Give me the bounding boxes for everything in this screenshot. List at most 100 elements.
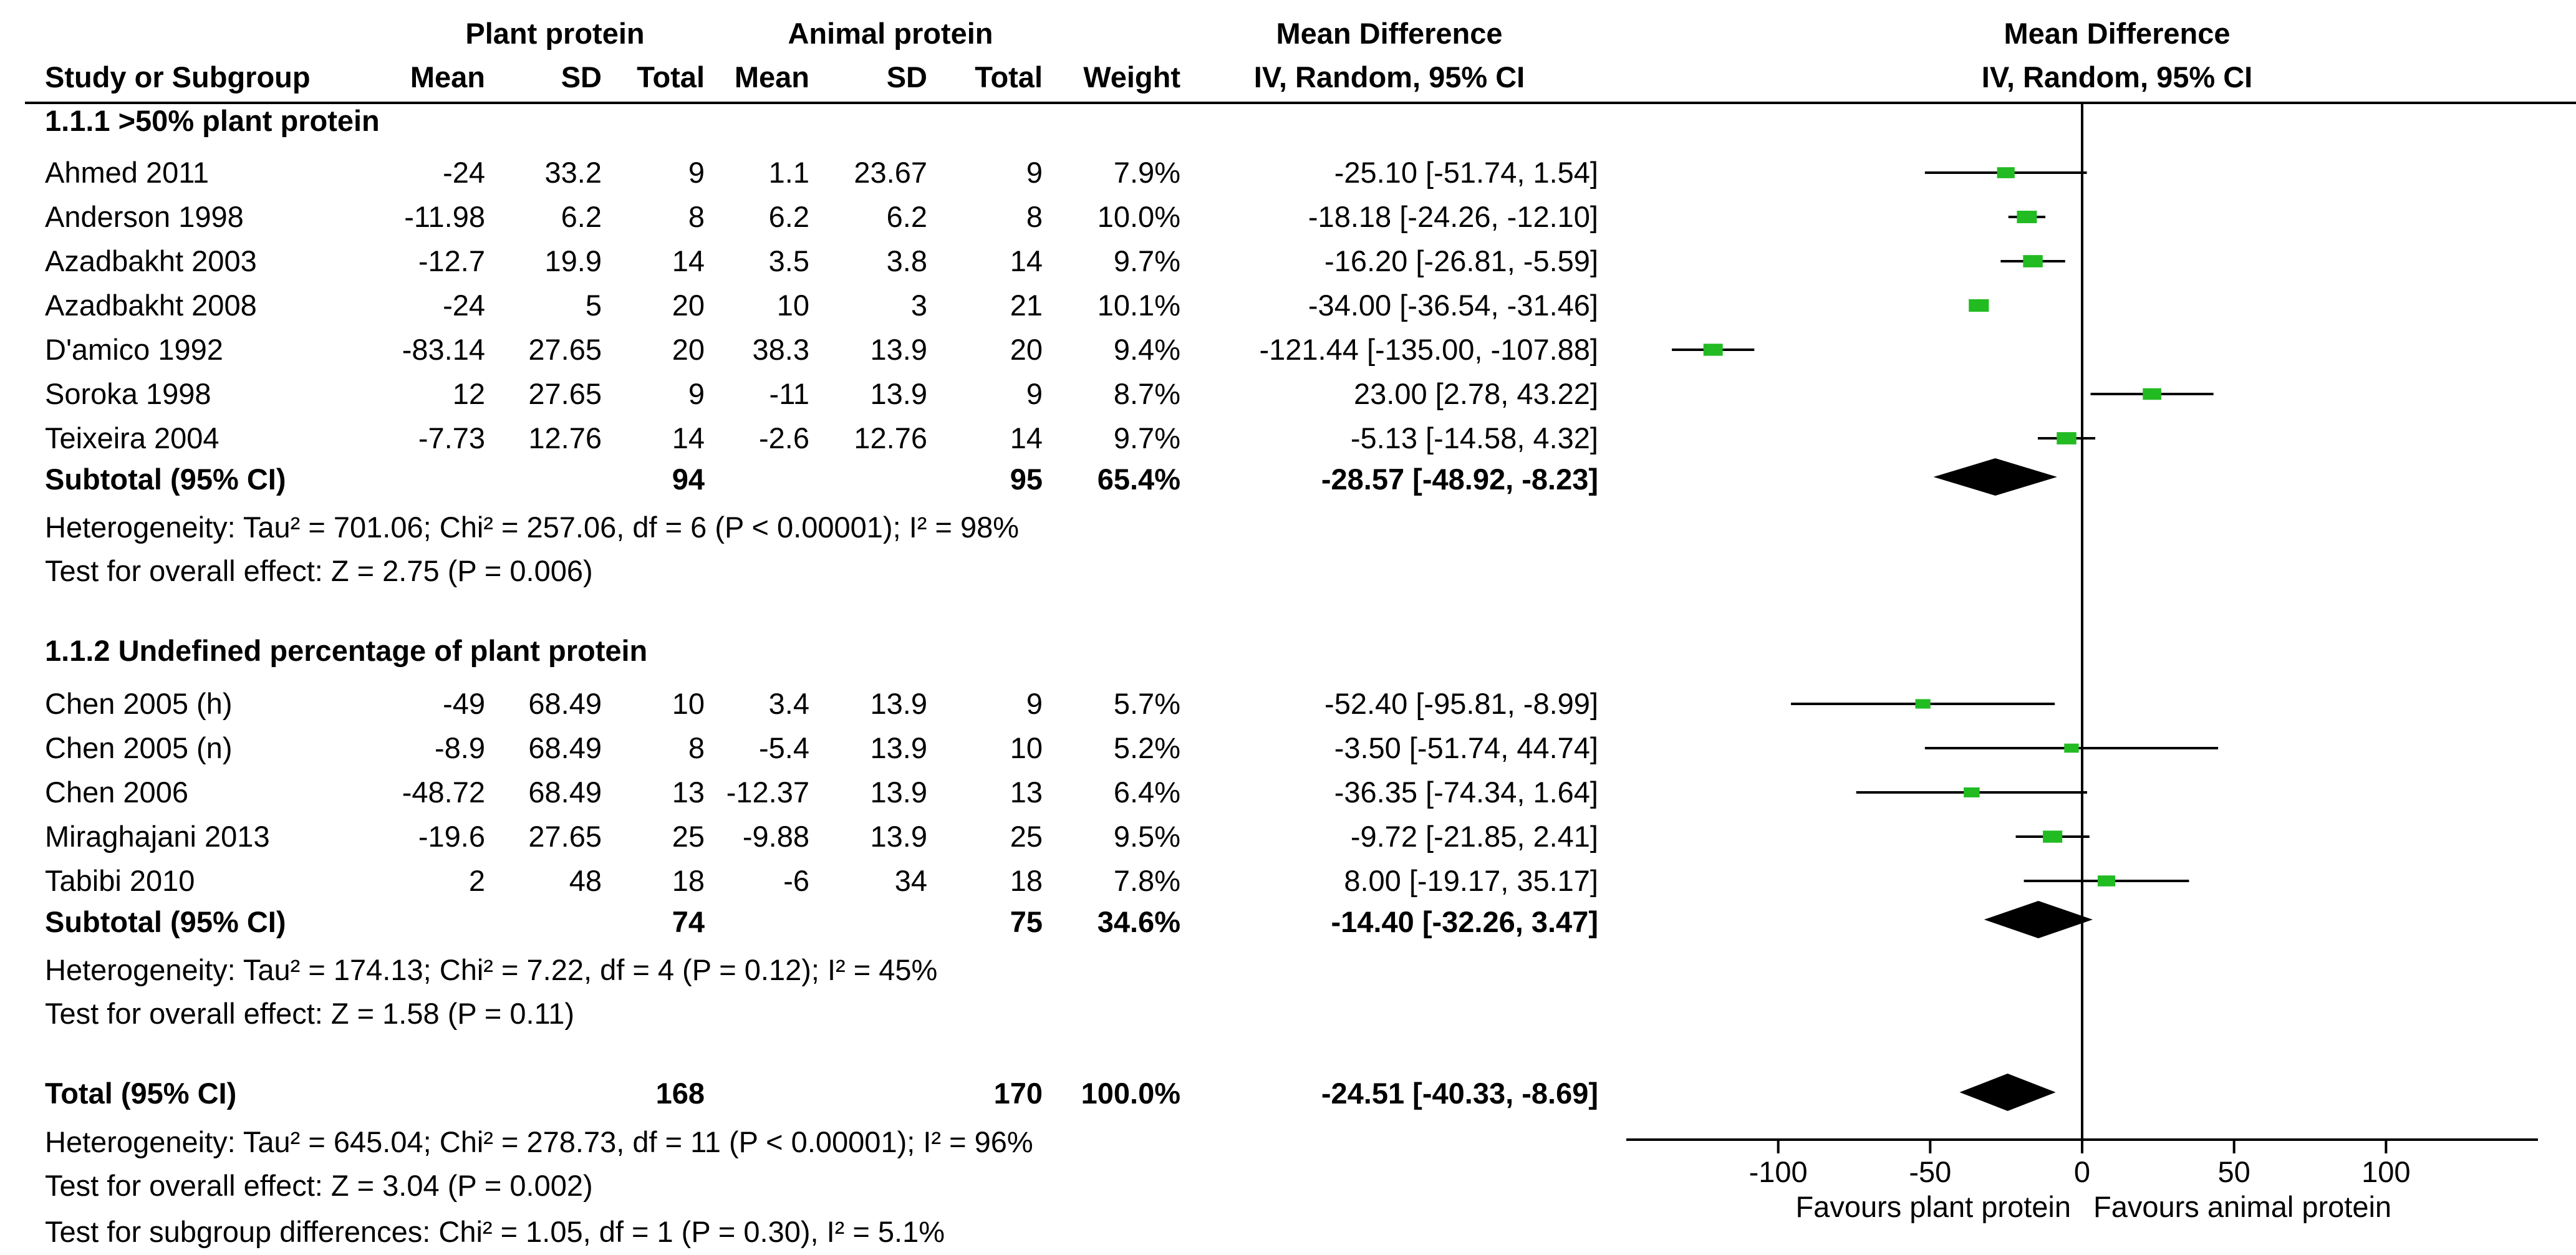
effect-marker [1915, 699, 1931, 709]
total-overall-effect-text: Test for overall effect: Z = 3.04 (P = 0… [45, 1169, 593, 1202]
plant-total: 18 [672, 864, 705, 897]
animal-mean: 3.5 [769, 244, 809, 277]
x-axis-tick-label: 0 [2074, 1155, 2090, 1188]
header-plot-mean-difference: Mean Difference [2004, 17, 2230, 50]
study-name: Chen 2005 (n) [45, 731, 232, 764]
plant-total: 14 [672, 244, 705, 277]
effect-marker [2023, 255, 2043, 267]
study-ci: -52.40 [-95.81, -8.99] [1324, 687, 1598, 720]
total-heterogeneity-text: Heterogeneity: Tau² = 645.04; Chi² = 278… [45, 1125, 1033, 1158]
effect-marker [2064, 743, 2079, 753]
heterogeneity-text: Heterogeneity: Tau² = 174.13; Chi² = 7.2… [45, 953, 937, 986]
animal-total: 10 [1010, 731, 1043, 764]
animal-sd: 13.9 [871, 333, 927, 366]
study-weight: 7.8% [1114, 864, 1180, 897]
study-ci: -3.50 [-51.74, 44.74] [1334, 731, 1598, 764]
plant-total: 8 [688, 731, 705, 764]
study-ci: -9.72 [-21.85, 2.41] [1351, 820, 1598, 853]
plant-sd: 6.2 [561, 200, 602, 233]
animal-total: 9 [1026, 377, 1043, 410]
plant-total: 25 [672, 820, 705, 853]
study-ci: -121.44 [-135.00, -107.88] [1259, 333, 1598, 366]
animal-total: 21 [1010, 289, 1043, 322]
effect-marker [2017, 211, 2037, 223]
animal-sd: 3.8 [887, 244, 927, 277]
total-label: Total (95% CI) [45, 1077, 236, 1110]
subtotal-label: Subtotal (95% CI) [45, 463, 286, 496]
plant-total: 10 [672, 687, 705, 720]
x-axis-tick-label: 100 [2361, 1155, 2410, 1188]
total-plant-total: 168 [656, 1077, 705, 1110]
plant-total: 20 [672, 333, 705, 366]
animal-total: 9 [1026, 687, 1043, 720]
animal-sd: 34 [895, 864, 927, 897]
header-mean-difference: Mean Difference [1276, 17, 1502, 50]
plant-sd: 48 [569, 864, 602, 897]
animal-sd: 6.2 [887, 200, 927, 233]
animal-mean: 6.2 [769, 200, 809, 233]
plant-sd: 68.49 [528, 687, 602, 720]
study-name: Azadbakht 2008 [45, 289, 257, 322]
heterogeneity-text: Heterogeneity: Tau² = 701.06; Chi² = 257… [45, 511, 1019, 544]
subgroup-difference-text: Test for subgroup differences: Chi² = 1.… [45, 1215, 945, 1248]
header-weight: Weight [1083, 60, 1180, 94]
study-weight: 6.4% [1114, 776, 1180, 809]
animal-mean: 10 [777, 289, 809, 322]
effect-marker [1997, 167, 2015, 178]
plant-total: 14 [672, 421, 705, 454]
study-name: Anderson 1998 [45, 200, 244, 233]
effect-marker [1969, 299, 1989, 312]
plant-mean: -11.98 [404, 200, 485, 233]
study-name: Tabibi 2010 [45, 864, 195, 897]
study-weight: 9.5% [1114, 820, 1180, 853]
animal-mean: 1.1 [769, 156, 809, 189]
favours-plant-label: Favours plant protein [1795, 1190, 2071, 1223]
x-axis-tick-label: 50 [2218, 1155, 2250, 1188]
subtotal-diamond [1984, 901, 2093, 938]
study-ci: 23.00 [2.78, 43.22] [1354, 377, 1598, 410]
plant-total: 13 [672, 776, 705, 809]
animal-mean: -9.88 [743, 820, 809, 853]
subtotal-label: Subtotal (95% CI) [45, 905, 286, 938]
plant-mean: -48.72 [402, 776, 485, 809]
study-weight: 10.0% [1097, 200, 1180, 233]
study-ci: -18.18 [-24.26, -12.10] [1308, 200, 1598, 233]
study-name: Chen 2006 [45, 776, 188, 809]
x-axis-tick-label: -50 [1909, 1155, 1951, 1188]
x-axis-tick-label: -100 [1749, 1155, 1808, 1188]
plant-sd: 68.49 [528, 731, 602, 764]
study-weight: 7.9% [1114, 156, 1180, 189]
plant-total: 9 [688, 377, 705, 410]
plant-sd: 12.76 [528, 421, 602, 454]
plant-sd: 27.65 [528, 820, 602, 853]
plant-mean: -8.9 [435, 731, 485, 764]
study-ci: -34.00 [-36.54, -31.46] [1308, 289, 1598, 322]
effect-marker [2057, 432, 2077, 445]
plant-sd: 5 [586, 289, 602, 322]
plant-total: 20 [672, 289, 705, 322]
effect-marker [2043, 830, 2063, 843]
plant-mean: -19.6 [418, 820, 485, 853]
overall-diamond [1959, 1074, 2056, 1111]
study-name: Miraghajani 2013 [45, 820, 270, 853]
plant-mean: -49 [443, 687, 485, 720]
study-name: Azadbakht 2003 [45, 244, 257, 277]
animal-sd: 13.9 [871, 820, 927, 853]
study-ci: 8.00 [-19.17, 35.17] [1344, 864, 1598, 897]
effect-marker [2143, 388, 2161, 400]
study-weight: 5.7% [1114, 687, 1180, 720]
total-animal-total: 170 [994, 1077, 1043, 1110]
plant-mean: -83.14 [402, 333, 485, 366]
plant-sd: 19.9 [545, 244, 602, 277]
plant-sd: 27.65 [528, 377, 602, 410]
subgroup-title: 1.1.1 >50% plant protein [45, 104, 380, 137]
subgroup-title: 1.1.2 Undefined percentage of plant prot… [45, 634, 647, 667]
animal-total: 18 [1010, 864, 1043, 897]
study-name: Teixeira 2004 [45, 421, 219, 454]
animal-mean: -6 [783, 864, 809, 897]
effect-marker [1703, 344, 1723, 356]
overall-effect-text: Test for overall effect: Z = 1.58 (P = 0… [45, 997, 574, 1030]
study-weight: 9.7% [1114, 244, 1180, 277]
plant-total: 8 [688, 200, 705, 233]
study-ci: -5.13 [-14.58, 4.32] [1351, 421, 1598, 454]
